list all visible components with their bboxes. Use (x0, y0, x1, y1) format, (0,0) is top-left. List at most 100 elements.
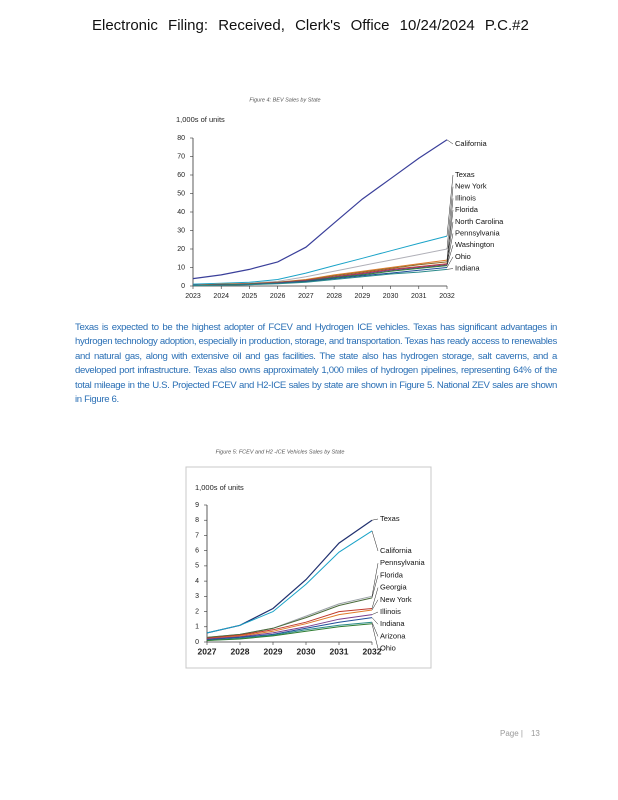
x-tick-label: 2030 (383, 293, 399, 300)
x-tick-label: 2027 (198, 646, 217, 656)
y-tick-label: 1 (195, 624, 199, 631)
y-tick-label: 4 (195, 578, 199, 585)
legend-leader (446, 210, 454, 262)
x-tick-label: 2030 (297, 646, 316, 656)
y-tick-label: 3 (195, 593, 199, 600)
series-line (192, 268, 448, 287)
legend-label: Arizona (380, 631, 406, 640)
x-tick-label: 2028 (231, 646, 250, 656)
x-tick-label: 2026 (270, 293, 286, 300)
legend-label: California (380, 546, 413, 555)
series-line (192, 139, 448, 280)
legend-label: Indiana (455, 264, 480, 273)
y-tick-label: 9 (195, 502, 199, 509)
legend-label: Washington (455, 240, 494, 249)
legend-label: Illinois (455, 193, 476, 202)
legend-label: North Carolina (455, 217, 504, 226)
legend-label: New York (455, 182, 487, 191)
y-tick-label: 70 (177, 153, 185, 160)
x-tick-label: 2032 (439, 293, 455, 300)
x-tick-label: 2031 (411, 293, 427, 300)
legend-leader (371, 622, 379, 637)
footer-label: Page | (500, 729, 523, 738)
series-line (206, 597, 373, 638)
y-tick-label: 5 (195, 563, 199, 570)
series-line (206, 617, 373, 641)
legend-label: California (455, 139, 488, 148)
legend-label: Texas (380, 514, 400, 523)
legend-label: Florida (380, 570, 404, 579)
legend-label: Pennsylvania (380, 558, 425, 567)
legend-leader (446, 221, 454, 264)
legend-leader (371, 587, 379, 609)
x-tick-label: 2028 (326, 293, 342, 300)
y-tick-label: 2 (195, 608, 199, 615)
y-tick-label: 7 (195, 532, 199, 539)
chart-frame (185, 466, 432, 669)
series-line (206, 609, 373, 640)
legend-leader (371, 530, 379, 552)
legend-leader (446, 139, 454, 145)
y-tick-label: 40 (177, 209, 185, 216)
legend-leader (446, 174, 454, 237)
series-line (206, 614, 373, 640)
legend-leader (371, 599, 379, 611)
y-tick-label: 20 (177, 246, 185, 253)
x-tick-label: 2024 (213, 293, 229, 300)
y-tick-label: 6 (195, 548, 199, 555)
chart-title: Figure 5: FCEV and H2 -ICE Vehicles Sale… (216, 449, 345, 455)
legend-leader (371, 518, 379, 521)
legend-label: New York (380, 595, 412, 604)
legend-leader (446, 245, 454, 266)
legend-label: Florida (455, 205, 479, 214)
y-tick-label: 60 (177, 172, 185, 179)
legend-leader (446, 268, 454, 270)
series-line (192, 263, 448, 286)
header: Electronic Filing: Received, Clerk's Off… (92, 17, 529, 34)
series-line (206, 519, 373, 634)
y-tick-label: 30 (177, 227, 185, 234)
series-line (206, 530, 373, 634)
legend-leader (446, 256, 454, 268)
x-tick-label: 2029 (264, 646, 283, 656)
legend-label: Ohio (380, 644, 396, 653)
page-number: 13 (530, 729, 540, 738)
legend-leader (371, 575, 379, 598)
y-tick-label: 0 (195, 639, 199, 646)
x-tick-label: 2027 (298, 293, 314, 300)
paragraph: Texas is expected to be the highest adop… (75, 322, 557, 406)
legend-label: Texas (455, 170, 475, 179)
y-tick-label: 10 (177, 264, 185, 271)
legend-leader (371, 611, 379, 615)
series-line (206, 623, 373, 641)
x-tick-label: 2025 (242, 293, 258, 300)
footer: Page | 13 (500, 729, 548, 738)
y-tick-label: 0 (181, 283, 185, 290)
series-line (206, 608, 373, 639)
y-tick-label: 80 (177, 135, 185, 142)
legend-leader (446, 186, 454, 250)
legend-label: Ohio (455, 252, 471, 261)
y-axis-label: 1,000s of units (195, 483, 244, 492)
legend-label: Indiana (380, 619, 405, 628)
legend-leader (371, 617, 379, 625)
legend-label: Pennsylvania (455, 228, 500, 237)
legend-leader (371, 563, 379, 597)
legend-leader (446, 233, 454, 265)
y-axis-label: 1,000s of units (176, 115, 225, 124)
legend-leader (446, 198, 454, 261)
x-tick-label: 2029 (355, 293, 371, 300)
chart-title: Figure 4: BEV Sales by State (249, 97, 320, 103)
series-line (192, 235, 448, 285)
legend-leader (371, 623, 379, 649)
series-line (206, 621, 373, 641)
legend-label: Illinois (380, 607, 401, 616)
x-tick-label: 2032 (363, 646, 382, 656)
x-tick-label: 2023 (185, 293, 201, 300)
x-tick-label: 2031 (330, 646, 349, 656)
legend-label: Georgia (380, 583, 408, 592)
y-tick-label: 8 (195, 517, 199, 524)
y-tick-label: 50 (177, 190, 185, 197)
